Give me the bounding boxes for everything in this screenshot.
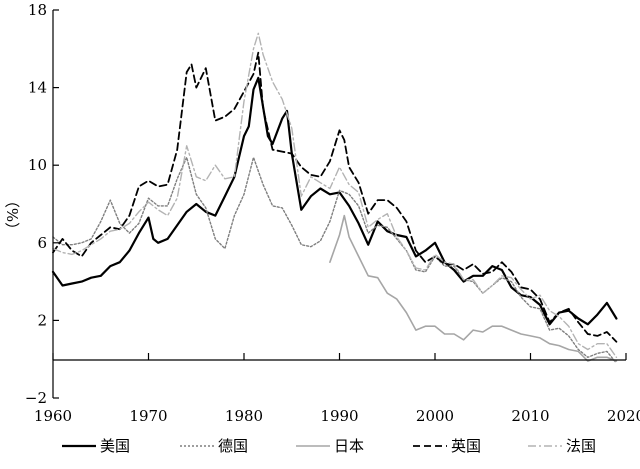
x-tick-label: 1970 bbox=[129, 407, 167, 425]
y-tick-label: 10 bbox=[28, 156, 47, 174]
x-tick-label: 2000 bbox=[416, 407, 454, 425]
ticks-layer: 1960 1970 1980 1990 2000 2010 2020 18 14 10 6 2 −2 bbox=[25, 1, 640, 425]
y-tick-label: 18 bbox=[28, 1, 47, 19]
y-tick-label: 2 bbox=[37, 311, 47, 329]
x-tick-label: 1960 bbox=[34, 407, 72, 425]
x-tick-label: 2010 bbox=[511, 407, 549, 425]
x-tick-label: 2020 bbox=[607, 407, 640, 425]
y-tick-label: −2 bbox=[25, 389, 47, 407]
legend-label-1: 德国 bbox=[218, 437, 248, 455]
legend-label-4: 法国 bbox=[566, 437, 596, 455]
x-tick-label: 1980 bbox=[225, 407, 263, 425]
legend: 美国 德国 日本 英国 法国 bbox=[62, 437, 596, 455]
series-line-2 bbox=[329, 214, 618, 362]
series-line-4 bbox=[52, 32, 618, 358]
legend-label-0: 美国 bbox=[100, 437, 130, 455]
y-tick-label: 6 bbox=[37, 234, 47, 252]
series-line-3 bbox=[52, 51, 618, 343]
axes-layer bbox=[52, 10, 626, 398]
series-line-1 bbox=[52, 156, 618, 364]
legend-label-2: 日本 bbox=[334, 437, 364, 455]
series-layer bbox=[51, 32, 618, 364]
y-tick-label: 14 bbox=[28, 79, 47, 97]
series-line-0 bbox=[51, 76, 618, 326]
y-axis-label: （%） bbox=[4, 193, 22, 237]
x-tick-label: 1990 bbox=[320, 407, 358, 425]
legend-label-3: 英国 bbox=[451, 437, 481, 455]
